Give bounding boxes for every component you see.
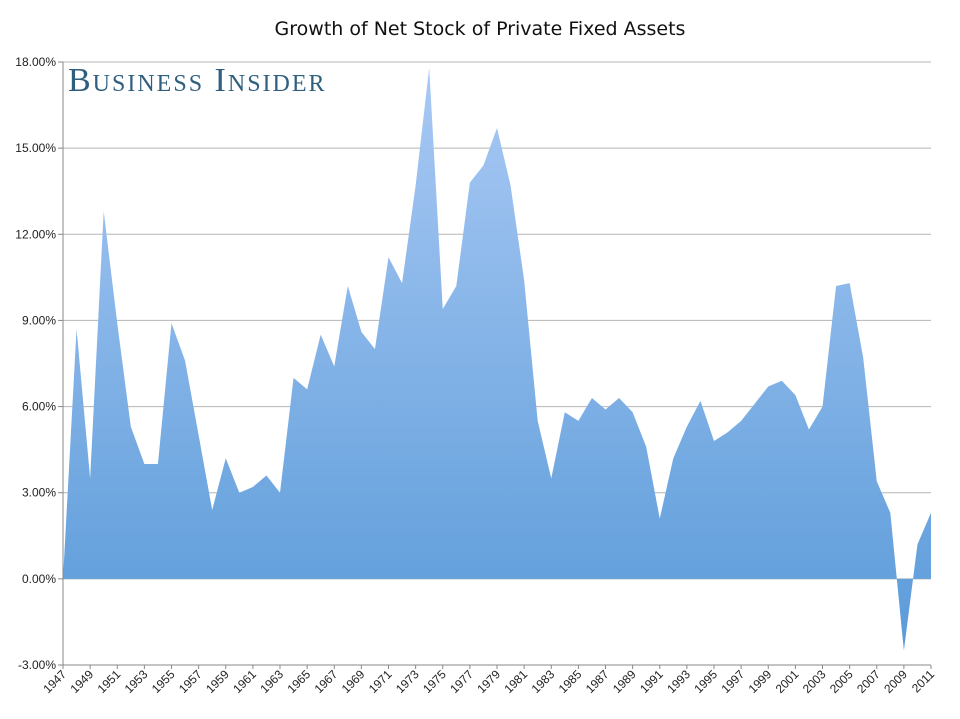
- x-tick-label: 2011: [909, 667, 937, 695]
- y-tick-label: 3.00%: [22, 486, 56, 500]
- y-tick-label: 15.00%: [15, 141, 56, 155]
- x-tick-label: 2009: [881, 667, 910, 696]
- x-tick-label: 1983: [529, 667, 558, 696]
- x-tick-label: 2005: [827, 667, 856, 696]
- business-insider-logo: Business Insider: [68, 62, 327, 99]
- x-tick-label: 2007: [854, 667, 883, 696]
- x-tick-label: 1993: [664, 667, 693, 696]
- x-tick-label: 1985: [556, 667, 585, 696]
- y-axis: -3.00% 0.00% 3.00% 6.00% 9.00% 12.00% 15.00% 18…: [15, 55, 64, 672]
- x-tick-label: 1999: [746, 667, 775, 696]
- x-axis: 1947194919511953195519571959196119631965…: [40, 664, 937, 696]
- x-tick-label: 1965: [284, 667, 313, 696]
- y-tick-label: -3.00%: [18, 658, 56, 672]
- x-tick-label: 1991: [637, 667, 666, 696]
- x-tick-label: 1957: [176, 667, 205, 696]
- x-tick-label: 1973: [393, 667, 422, 696]
- x-tick-label: 1979: [474, 667, 503, 696]
- x-tick-label: 1975: [420, 667, 449, 696]
- series-area: [63, 67, 931, 651]
- chart-title: Growth of Net Stock of Private Fixed Ass…: [274, 18, 686, 40]
- x-tick-label: 1989: [610, 667, 639, 696]
- x-tick-label: 1955: [149, 667, 178, 696]
- x-tick-label: 1959: [203, 667, 232, 696]
- x-tick-label: 1987: [583, 667, 612, 696]
- x-tick-label: 1977: [447, 667, 476, 696]
- y-tick-label: 18.00%: [15, 55, 56, 69]
- x-tick-label: 1995: [691, 667, 720, 696]
- x-tick-label: 1953: [122, 667, 151, 696]
- x-tick-label: 1951: [95, 667, 124, 696]
- y-tick-label: 0.00%: [22, 572, 56, 586]
- x-tick-label: 1971: [366, 667, 395, 696]
- x-tick-label: 2001: [773, 667, 802, 696]
- x-tick-label: 1997: [718, 667, 747, 696]
- x-tick-label: 1969: [339, 667, 368, 696]
- y-tick-label: 9.00%: [22, 313, 56, 327]
- x-tick-label: 1961: [230, 667, 259, 696]
- x-tick-label: 2003: [800, 667, 829, 696]
- x-tick-label: 1963: [257, 667, 286, 696]
- y-tick-label: 12.00%: [15, 227, 56, 241]
- y-tick-label: 6.00%: [22, 400, 56, 414]
- x-tick-label: 1949: [67, 667, 96, 696]
- x-tick-label: 1981: [501, 667, 530, 696]
- area-series: [63, 67, 931, 651]
- x-tick-label: 1967: [312, 667, 341, 696]
